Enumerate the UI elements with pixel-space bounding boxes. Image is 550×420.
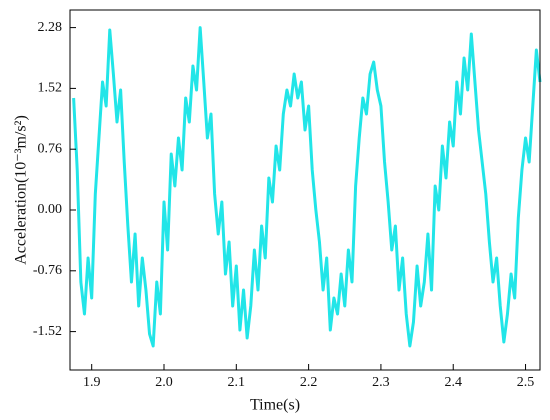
x-tick-label: 2.3 (372, 375, 390, 390)
x-tick-label: 2.5 (517, 375, 535, 390)
y-tick-label: -1.52 (33, 324, 62, 339)
y-tick-label: 2.28 (38, 20, 63, 35)
plot-frame (69, 9, 541, 371)
x-tick-label: 1.9 (83, 375, 101, 390)
x-tick-label: 2.1 (228, 375, 246, 390)
x-tick-label: 2.2 (300, 375, 318, 390)
x-tick-label: 2.4 (444, 375, 462, 390)
x-tick-label: 2.0 (155, 375, 173, 390)
x-axis-label: Time(s) (250, 397, 300, 414)
y-axis-label: Acceleration(10⁻³m/s²) (13, 115, 30, 265)
y-tick-label: 0.00 (38, 202, 63, 217)
y-tick-label: -0.76 (33, 263, 62, 278)
data-line (72, 26, 542, 348)
y-tick-label: 0.76 (38, 141, 63, 156)
y-tick-label: 1.52 (38, 81, 63, 96)
